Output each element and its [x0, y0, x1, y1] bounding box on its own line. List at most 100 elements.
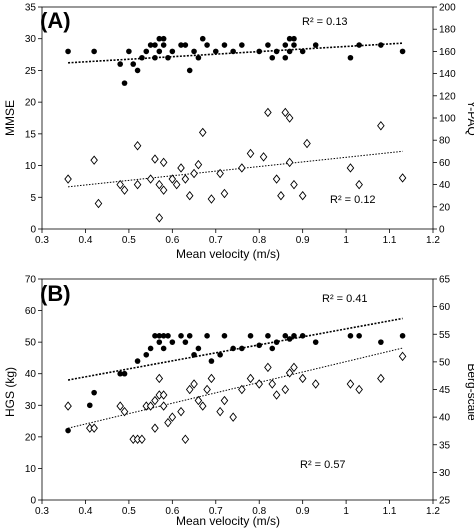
panel-b-y-tick-label: 20	[25, 432, 37, 443]
panel-a-y-tick-label: 20	[25, 98, 37, 109]
panel-a-point-diamond	[159, 185, 168, 195]
panel-a-y2-tick-label: 120	[439, 91, 456, 102]
panel-a-point-circle	[160, 35, 167, 42]
panel-b-point-circle	[178, 333, 184, 339]
panel-b-point-circle	[204, 333, 210, 339]
panel-b-point-diamond	[229, 412, 237, 422]
panel-a-point-diamond	[259, 152, 268, 162]
panel-b-x-tick-label: 0.9	[296, 506, 310, 517]
panel-a-point-circle	[199, 35, 206, 42]
panel-a-point-diamond	[172, 179, 181, 190]
panel-b-y2-tick-label: 50	[439, 357, 451, 368]
panel-a-y-tick-label: 5	[30, 193, 36, 204]
panel-b-x-tick-label: 1.1	[383, 506, 397, 517]
panel-b-point-diamond	[151, 395, 159, 406]
panel-b-y2label: Berg-scale	[465, 363, 474, 421]
panel-a-x-tick-label: 0.8	[252, 235, 266, 246]
panel-a-point-diamond	[207, 194, 216, 204]
panel-a-r2-ypaq: R² = 0.12	[330, 194, 376, 206]
panel-a-point-diamond	[64, 174, 72, 184]
panel-b-point-diamond	[290, 362, 298, 373]
panel-a-point-circle	[178, 42, 184, 48]
panel-b-point-diamond	[120, 406, 129, 417]
panel-b-point-circle	[265, 333, 271, 339]
panel-a-point-circle	[265, 42, 271, 48]
panel-a-x-tick-label: 0.6	[165, 235, 179, 246]
panel-a-point-circle	[299, 48, 306, 55]
panel-a-point-diamond	[377, 121, 385, 131]
panel-a-point-diamond	[181, 174, 190, 184]
panel-b-point-circle	[182, 339, 189, 345]
panel-a-point-circle	[130, 61, 137, 67]
panel-a-point-diamond	[290, 179, 298, 190]
panel-b-point-diamond	[246, 373, 255, 384]
panel-a-x-tick-label: 0.4	[78, 235, 92, 246]
panel-a-x-tick-label: 0.3	[35, 235, 49, 246]
panel-b-point-circle	[399, 333, 406, 339]
panel-b-point-diamond	[220, 395, 229, 406]
panel-a-ylabel: MMSE	[3, 100, 17, 136]
panel-a-point-diamond	[190, 168, 198, 179]
panel-a-y2label: Y-PAQ	[465, 100, 474, 135]
panel-a-point-diamond	[146, 174, 155, 184]
panel-b-y-tick-label: 0	[30, 496, 36, 507]
panel-a-point-diamond	[120, 185, 129, 195]
panel-b-point-circle	[156, 339, 163, 345]
panel-b-point-circle	[147, 345, 154, 352]
panel-b-r2-hgs: R² = 0.41	[322, 293, 368, 305]
panel-b-y2-tick-label: 25	[439, 496, 451, 507]
panel-a-point-circle	[156, 35, 163, 42]
panel-a-point-circle	[286, 48, 293, 55]
panel-a-point-circle	[286, 35, 293, 42]
panel-a-point-circle	[186, 67, 193, 74]
panel-b-point-diamond	[151, 423, 159, 433]
panel-a-point-circle	[165, 54, 171, 61]
panel-a-y-tick-label: 10	[25, 161, 37, 172]
panel-b-point-diamond	[168, 412, 177, 422]
panel-a-point-circle	[269, 54, 276, 61]
panel-a-point-diamond	[346, 163, 355, 173]
panel-a-point-circle	[399, 48, 406, 55]
panel-a-y2-tick-label: 180	[439, 25, 456, 36]
panel-a-point-circle	[204, 42, 210, 48]
panel-b-point-diamond	[155, 373, 164, 384]
panel-b-x-tick-label: 0.4	[78, 506, 92, 517]
panel-a-point-circle	[169, 48, 176, 55]
panel-a-point-diamond	[220, 188, 229, 199]
panel-b-x-tick-label: 1	[343, 506, 349, 517]
panel-b-r2-berg: R² = 0.57	[300, 459, 346, 471]
panel-b-point-diamond	[298, 373, 307, 384]
panel-b-y2-tick-label: 45	[439, 385, 451, 396]
panel-b-point-circle	[256, 342, 263, 349]
panel-a-point-diamond	[133, 141, 142, 151]
panel-b-point-circle	[191, 351, 197, 358]
panel-a-point-diamond	[281, 107, 290, 118]
panel-a-point-diamond	[155, 179, 164, 190]
panel-b-ylabel: HGS (kg)	[3, 367, 17, 417]
panel-a-y-tick-label: 15	[25, 129, 37, 140]
panel-b-point-circle	[134, 358, 141, 364]
panel-a-point-circle	[121, 80, 128, 86]
panel-b-y-tick-label: 10	[25, 464, 37, 475]
panel-b-point-diamond	[398, 351, 407, 362]
panel-a-point-circle	[273, 48, 280, 55]
panel-b-point-diamond	[146, 401, 155, 411]
panel-a-point-circle	[191, 48, 197, 55]
panel-b-point-diamond	[138, 434, 146, 444]
panel-b-point-circle	[299, 333, 306, 339]
panel-b-point-diamond	[164, 417, 172, 428]
panel-a-point-diamond	[94, 198, 103, 209]
panel-a-y2-tick-label: 140	[439, 69, 456, 80]
panel-a-point-circle	[160, 42, 167, 48]
panel-b-point-circle	[160, 345, 167, 352]
panel-a-point-circle	[356, 42, 362, 48]
panel-b-y2-tick-label: 30	[439, 468, 451, 479]
panel-b-point-circle	[186, 333, 193, 339]
panel-b-point-diamond	[181, 434, 190, 444]
panel-a-label: (A)	[40, 8, 71, 33]
panel-a-y2-tick-label: 40	[439, 180, 451, 191]
panel-b-point-diamond	[190, 379, 198, 389]
panel-a-point-circle	[117, 61, 123, 67]
panel-a-point-circle	[147, 42, 154, 48]
